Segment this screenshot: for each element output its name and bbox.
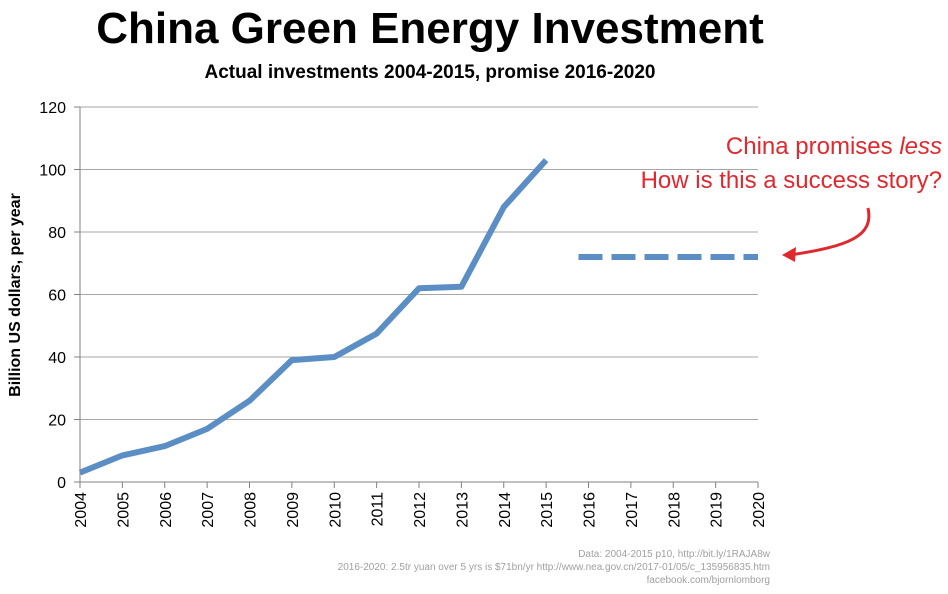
x-tick-label-2017: 2017: [624, 492, 641, 528]
y-tick-label-80: 80: [48, 225, 66, 242]
gridlines: [80, 106, 758, 420]
x-tick-label-2007: 2007: [200, 492, 217, 528]
annotation-arrowhead: [782, 247, 796, 262]
source-line-3: facebook.com/bjornlomborg: [646, 575, 770, 586]
x-tick-label-2015: 2015: [539, 492, 556, 528]
annotation-emphasis: less: [899, 133, 942, 160]
x-tick-label-2013: 2013: [454, 492, 471, 528]
annotation-arrow: [789, 207, 871, 257]
annotation-text: China promises less How is this a succes…: [641, 130, 942, 198]
x-tick-label-2020: 2020: [751, 492, 768, 528]
y-tick-label-60: 60: [48, 288, 66, 305]
x-tick-label-2005: 2005: [115, 492, 132, 528]
x-tick-label-2018: 2018: [666, 492, 683, 528]
x-tick-labels: 2004 2005 2006 2007 2008 2009 2010 2011 2012 2013…: [73, 492, 768, 528]
x-tick-label-2011: 2011: [370, 492, 387, 527]
x-tick-label-2019: 2019: [709, 492, 726, 528]
y-tick-labels: 0 20 40 60 80 100 120: [39, 100, 66, 492]
x-tick-label-2012: 2012: [412, 492, 429, 528]
source-line-1: Data: 2004-2015 p10, http://bit.ly/1RAJA…: [578, 549, 770, 560]
series-lines: [78, 158, 758, 476]
x-tick-label-2004: 2004: [73, 492, 90, 528]
y-tick-label-100: 100: [39, 163, 66, 180]
annotation-line-1: China promises less: [641, 130, 942, 164]
axes: [74, 106, 759, 488]
y-tick-label-20: 20: [48, 413, 66, 430]
y-tick-label-120: 120: [39, 100, 66, 117]
x-tick-label-2008: 2008: [243, 492, 260, 528]
y-axis-label: Billion US dollars, per year: [7, 193, 24, 397]
source-line-2: 2016-2020: 2.5tr yuan over 5 yrs is $71b…: [337, 562, 770, 573]
source-notes: Data: 2004-2015 p10, http://bit.ly/1RAJA…: [338, 548, 770, 587]
chart-title: China Green Energy Investment: [96, 4, 764, 53]
annotation-line-2: How is this a success story?: [640, 167, 942, 194]
y-tick-label-40: 40: [48, 350, 66, 367]
annotation-line-1-prefix: China promises: [725, 133, 900, 160]
series-line-actual: [78, 158, 549, 476]
x-tick-label-2016: 2016: [582, 492, 599, 528]
chart-subtitle: Actual investments 2004-2015, promise 20…: [204, 62, 656, 83]
x-tick-label-2014: 2014: [497, 492, 514, 528]
x-tick-label-2010: 2010: [327, 492, 344, 528]
x-tick-label-2009: 2009: [285, 492, 302, 528]
y-tick-label-0: 0: [57, 475, 66, 492]
x-tick-label-2006: 2006: [158, 492, 175, 528]
